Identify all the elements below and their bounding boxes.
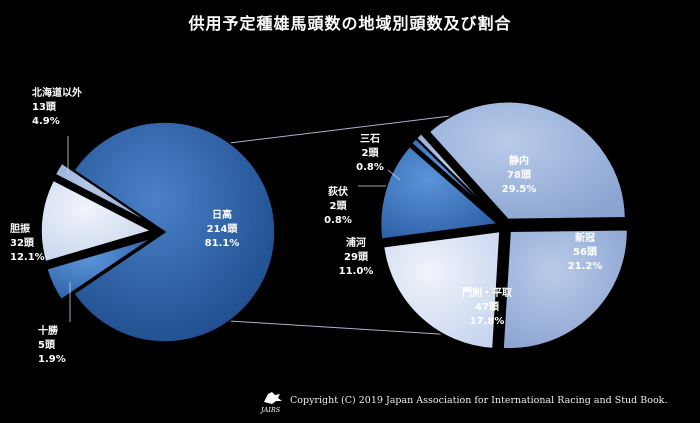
leader-line <box>387 169 401 181</box>
breakdown-pie <box>379 100 629 351</box>
svg-text:JAIRS: JAIRS <box>259 406 281 414</box>
breakdown-pie-slice <box>414 131 501 222</box>
copyright-notice: Copyright (C) 2019 Japan Association for… <box>290 395 668 406</box>
data-label: 胆振 32頭 12.1% <box>10 222 45 263</box>
data-label: 十勝 5頭 1.9% <box>38 324 66 365</box>
data-labels: 日高 214頭 81.1% 北海道以外 13頭 4.9% 胆振 32頭 12.1% 十勝 5頭 1.9… <box>10 86 602 365</box>
data-label: 新冠 56頭 21.2% <box>568 231 603 272</box>
data-label: 門別・平取 47頭 17.8% <box>462 286 513 327</box>
connector-line <box>229 320 461 336</box>
data-label: 北海道以外 13頭 4.9% <box>32 86 82 127</box>
data-label: 三石 2頭 0.8% <box>356 133 384 173</box>
main-pie-slice <box>54 162 154 226</box>
chart-title: 供用予定種雄馬頭数の地域別頭数及び割合 <box>188 14 512 33</box>
data-label: 荻伏 2頭 0.8% <box>324 185 352 226</box>
data-label: 日高 214頭 81.1% <box>205 208 240 249</box>
breakdown-pie-slice <box>427 100 627 221</box>
main-pie-slice <box>40 179 154 263</box>
connector-lines <box>229 113 469 336</box>
breakdown-pie-slice <box>382 229 502 350</box>
breakdown-pie-slice <box>379 144 501 241</box>
main-pie-slice <box>72 121 276 343</box>
breakdown-pie-slice <box>501 228 629 351</box>
data-label: 静内 78頭 29.5% <box>502 154 537 195</box>
main-pie <box>40 121 276 343</box>
connector-line <box>229 113 469 144</box>
main-pie-slice <box>45 237 153 301</box>
jairs-logo-icon: JAIRS <box>259 392 282 414</box>
data-label: 浦河 29頭 11.0% <box>339 236 374 277</box>
